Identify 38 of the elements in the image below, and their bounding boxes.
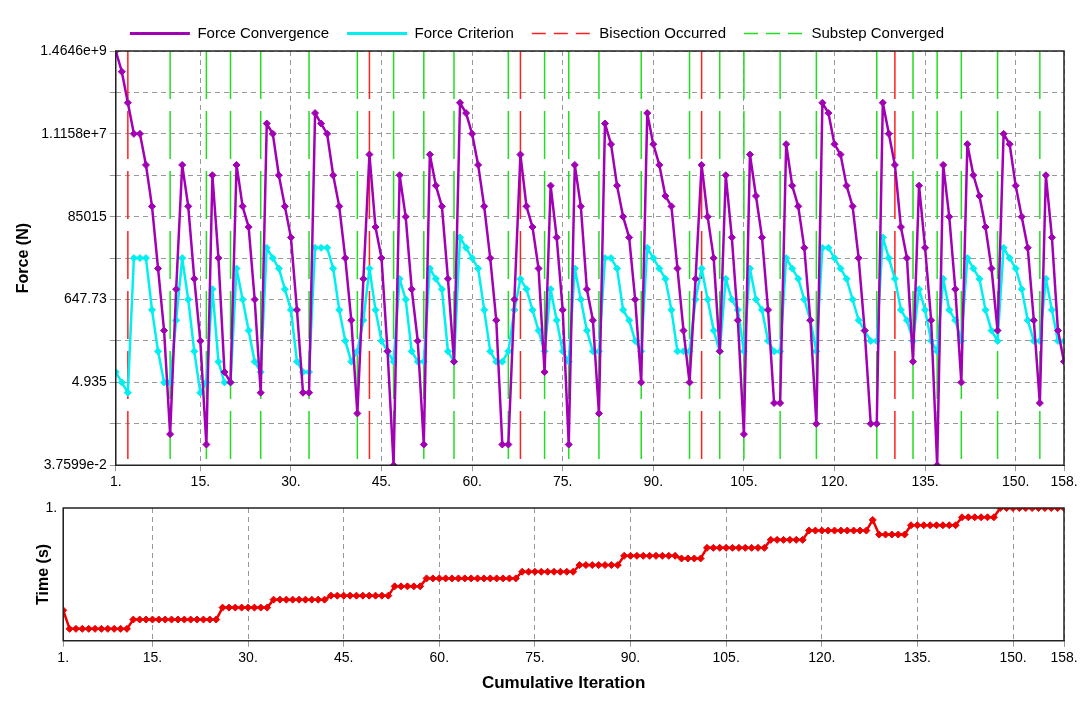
y-tick-label: 4.935 (71, 373, 107, 390)
x-tick-label: 90. (620, 649, 641, 666)
x-tick-label: 30. (238, 649, 258, 666)
x-tick-label: 105. (712, 649, 740, 666)
text: 1. (45, 498, 58, 515)
x-tick-label: 60. (462, 473, 482, 490)
y-axis-title: Force (N) (14, 222, 32, 294)
x-tick-label: 45. (333, 649, 354, 666)
y-tick-label: 1.4646e+9 (40, 41, 107, 58)
legend-label: Substep Converged (811, 23, 945, 41)
x-tick-label: 15. (190, 473, 211, 490)
y-axis-title: Time (s) (34, 543, 52, 605)
y-tick-label: 85015 (67, 207, 107, 224)
y-tick-label: 647.73 (63, 290, 107, 307)
x-tick-label: 30. (281, 473, 301, 490)
x-tick-label: 60. (429, 649, 450, 666)
x-tick-label: 75. (552, 473, 573, 490)
x-tick-label: 120. (820, 473, 849, 490)
x-tick-label: 75. (525, 649, 545, 666)
legend-label: Force Convergence (197, 23, 330, 41)
x-tick-label: 135. (911, 473, 939, 490)
x-tick-label: 150. (999, 649, 1027, 666)
x-tick-label: 90. (643, 473, 664, 490)
x-tick-label: 120. (808, 649, 836, 666)
y-tick-label: 3.7599e-2 (43, 456, 107, 473)
x-tick-label: 15. (142, 649, 163, 666)
y-tick-label: 1.1158e+7 (41, 124, 107, 141)
x-tick-label: 158. (1050, 649, 1078, 666)
legend-label: Force Criterion (414, 23, 514, 41)
x-axis-title: Cumulative Iteration (481, 673, 646, 693)
x-tick-label: 150. (1002, 473, 1030, 490)
x-tick-label: 158. (1050, 473, 1078, 490)
x-tick-label: 105. (730, 473, 758, 490)
x-tick-label: 1. (109, 473, 122, 490)
legend-label: Bisection Occurred (599, 23, 727, 41)
x-tick-label: 1. (57, 649, 70, 666)
x-tick-label: 135. (903, 649, 932, 666)
x-tick-label: 45. (371, 473, 392, 490)
